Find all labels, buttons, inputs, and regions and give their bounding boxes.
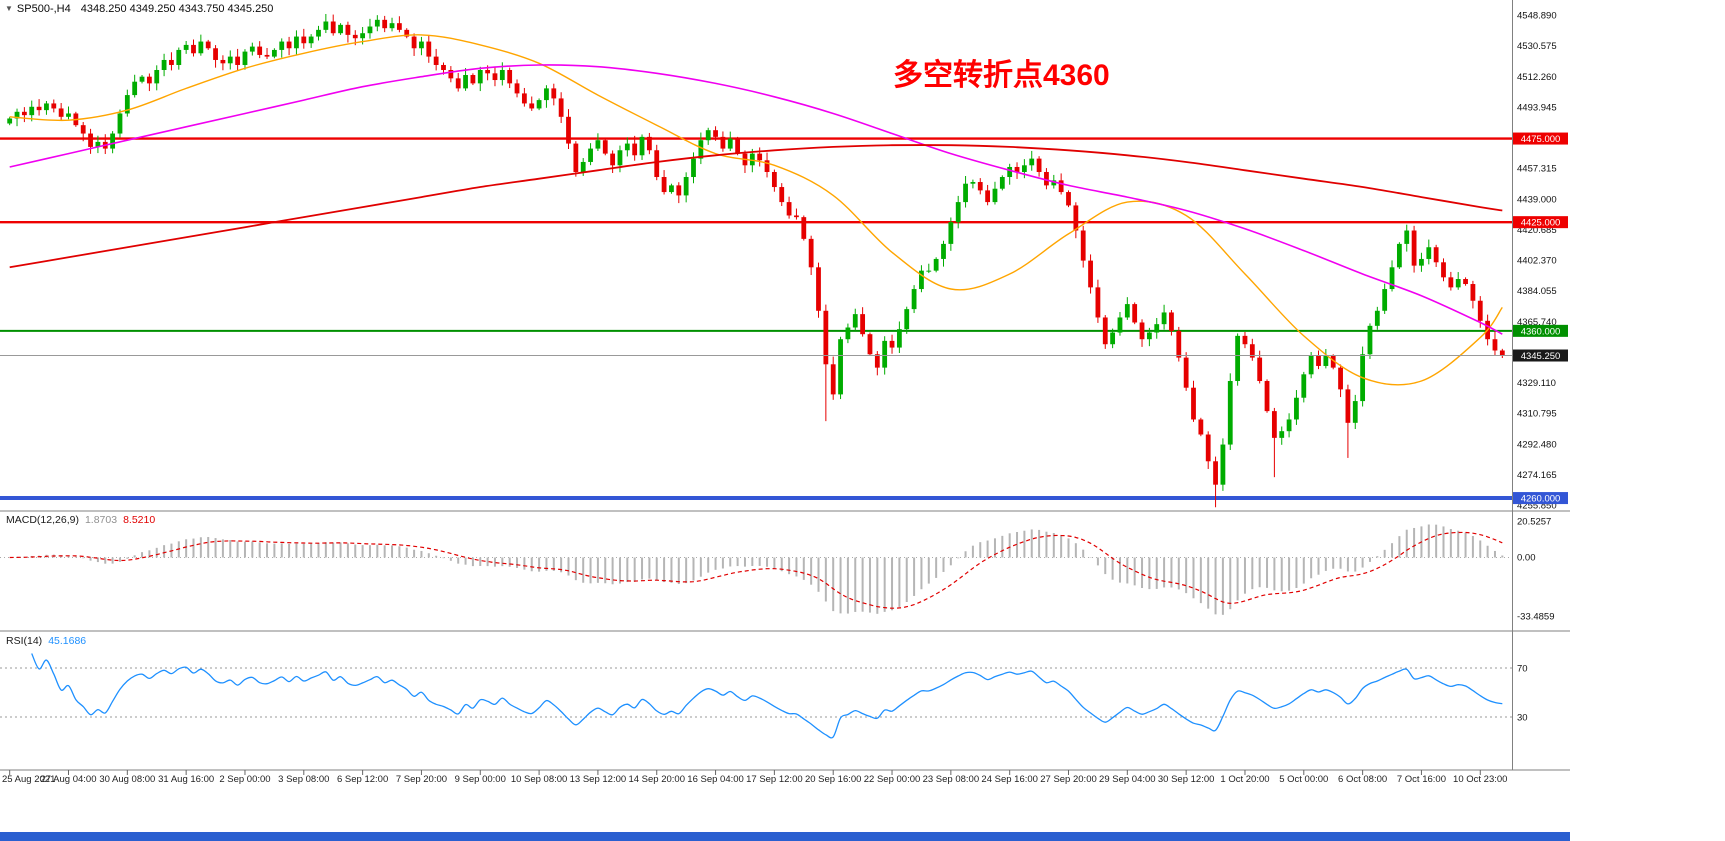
taskbar[interactable]	[0, 832, 1570, 841]
svg-text:10 Oct 23:00: 10 Oct 23:00	[1453, 774, 1507, 785]
svg-text:17 Sep 12:00: 17 Sep 12:00	[746, 774, 803, 785]
panel-separators	[0, 0, 1570, 771]
symbol-timeframe-label: SP500-,H4	[16, 3, 71, 15]
axis-badge	[1513, 349, 1568, 362]
svg-text:4260.000: 4260.000	[1521, 494, 1561, 505]
svg-text:4384.055: 4384.055	[1517, 286, 1557, 297]
svg-text:-33.4859: -33.4859	[1517, 612, 1555, 623]
svg-text:9 Sep 00:00: 9 Sep 00:00	[455, 774, 506, 785]
svg-text:4274.165: 4274.165	[1517, 470, 1557, 481]
rsi-panel: 70 30	[0, 653, 1528, 739]
svg-text:4310.795: 4310.795	[1517, 409, 1557, 420]
svg-text:13 Sep 12:00: 13 Sep 12:00	[570, 774, 627, 785]
svg-text:4457.315: 4457.315	[1517, 164, 1557, 175]
axis-badge	[1513, 132, 1568, 145]
svg-text:70: 70	[1517, 664, 1528, 675]
svg-text:20.5257: 20.5257	[1517, 516, 1551, 527]
svg-text:20 Sep 16:00: 20 Sep 16:00	[805, 774, 862, 785]
svg-text:1 Oct 20:00: 1 Oct 20:00	[1220, 774, 1269, 785]
svg-text:27 Aug 04:00: 27 Aug 04:00	[41, 774, 97, 785]
svg-text:14 Sep 20:00: 14 Sep 20:00	[628, 774, 685, 785]
svg-text:4360.000: 4360.000	[1521, 326, 1561, 337]
svg-text:4439.000: 4439.000	[1517, 194, 1557, 205]
svg-text:16 Sep 04:00: 16 Sep 04:00	[687, 774, 744, 785]
moving-averages	[9, 34, 1503, 386]
svg-text:3 Sep 08:00: 3 Sep 08:00	[278, 774, 329, 785]
svg-text:4329.110: 4329.110	[1517, 378, 1556, 389]
ma-fast-orange	[9, 34, 1503, 386]
svg-text:30: 30	[1517, 713, 1528, 724]
svg-text:4420.685: 4420.685	[1517, 225, 1557, 236]
chart-title: ▼ SP500-,H4 4348.250 4349.250 4343.750 434…	[5, 3, 273, 15]
candlesticks	[7, 13, 1505, 508]
axis-badge	[1513, 324, 1568, 337]
svg-text:4402.370: 4402.370	[1517, 256, 1557, 267]
one-click-trading-arrow-icon[interactable]: ▼	[5, 4, 13, 13]
price-axis: 4548.890 4530.575 4512.260 4493.945 4457.315…	[1513, 11, 1568, 512]
macd-panel: 20.5257 0.00 -33.4859	[0, 516, 1555, 623]
svg-text:4292.480: 4292.480	[1517, 439, 1557, 450]
svg-text:4493.945: 4493.945	[1517, 102, 1557, 113]
svg-text:29 Sep 04:00: 29 Sep 04:00	[1099, 774, 1156, 785]
svg-text:30 Aug 08:00: 30 Aug 08:00	[99, 774, 155, 785]
ma-mid-magenta	[9, 64, 1503, 335]
rsi-indicator-label: RSI(14) 45.1686	[6, 635, 86, 647]
svg-text:4255.850: 4255.850	[1517, 501, 1557, 512]
rsi-value: 45.1686	[48, 635, 87, 647]
macd-signal-value: 8.5210	[123, 514, 156, 526]
axis-badge	[1513, 492, 1568, 505]
macd-indicator-label: MACD(12,26,9) 1.8703 8.5210	[6, 514, 155, 526]
ohlc-readout: 4348.250 4349.250 4343.750 4345.250	[80, 3, 274, 15]
macd-name: MACD(12,26,9)	[6, 514, 79, 526]
svg-text:4425.000: 4425.000	[1521, 218, 1561, 229]
ma-slow-red	[9, 144, 1503, 269]
macd-main-value: 1.8703	[84, 514, 118, 526]
svg-text:10 Sep 08:00: 10 Sep 08:00	[511, 774, 568, 785]
svg-text:7 Sep 20:00: 7 Sep 20:00	[396, 774, 447, 785]
svg-text:31 Aug 16:00: 31 Aug 16:00	[158, 774, 214, 785]
svg-text:23 Sep 08:00: 23 Sep 08:00	[923, 774, 980, 785]
annotation-text: 多空转折点4360	[893, 59, 1110, 92]
svg-text:30 Sep 12:00: 30 Sep 12:00	[1158, 774, 1215, 785]
horizontal-trend-lines	[0, 137, 1512, 501]
svg-text:27 Sep 20:00: 27 Sep 20:00	[1040, 774, 1097, 785]
svg-text:4475.000: 4475.000	[1521, 134, 1561, 145]
svg-text:6 Oct 08:00: 6 Oct 08:00	[1338, 774, 1387, 785]
svg-text:4512.260: 4512.260	[1517, 72, 1557, 83]
svg-text:22 Sep 00:00: 22 Sep 00:00	[864, 774, 921, 785]
svg-text:4365.740: 4365.740	[1517, 317, 1557, 328]
svg-text:6 Sep 12:00: 6 Sep 12:00	[337, 774, 388, 785]
svg-text:4345.250: 4345.250	[1521, 351, 1561, 362]
svg-text:5 Oct 00:00: 5 Oct 00:00	[1279, 774, 1328, 785]
svg-text:4548.890: 4548.890	[1517, 11, 1557, 22]
svg-text:24 Sep 16:00: 24 Sep 16:00	[981, 774, 1038, 785]
svg-text:7 Oct 16:00: 7 Oct 16:00	[1397, 774, 1446, 785]
svg-text:0.00: 0.00	[1517, 553, 1536, 564]
svg-text:2 Sep 00:00: 2 Sep 00:00	[219, 774, 270, 785]
rsi-name: RSI(14)	[6, 635, 43, 647]
axis-badge	[1513, 216, 1568, 229]
svg-text:4530.575: 4530.575	[1517, 41, 1557, 52]
svg-text:25 Aug 2021: 25 Aug 2021	[2, 774, 55, 785]
